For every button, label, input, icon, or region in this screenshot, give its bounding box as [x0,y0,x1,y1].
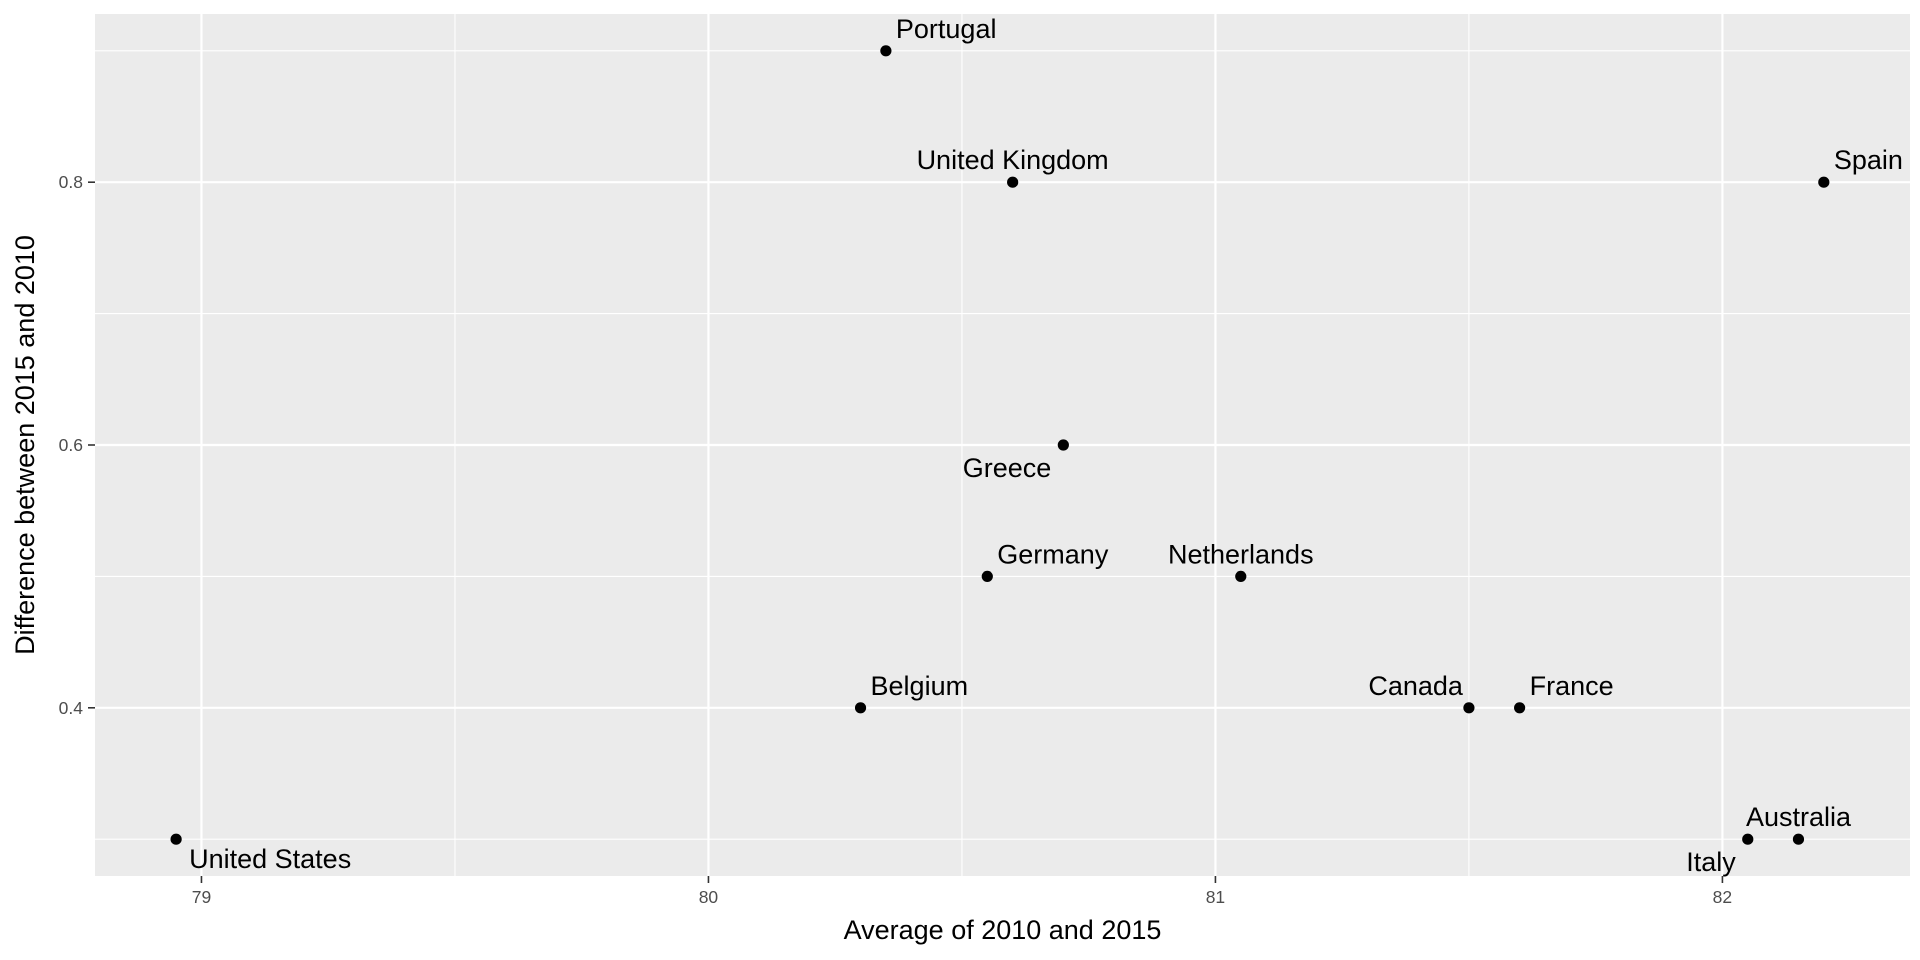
x-axis-title: Average of 2010 and 2015 [844,915,1162,945]
point-label-canada: Canada [1368,671,1464,701]
point-netherlands [1235,570,1247,583]
point-label-netherlands: Netherlands [1168,539,1314,569]
point-belgium [854,702,867,714]
point-portugal [880,45,892,57]
y-tick-label: 0.8 [59,172,83,192]
point-label-france: France [1530,671,1614,701]
point-label-italy: Italy [1686,847,1736,877]
y-tick-label: 0.4 [59,698,84,718]
y-tick-label: 0.6 [59,435,83,455]
x-axis: 79 80 81 82 [192,876,1732,907]
point-label-united-states: United States [189,844,351,874]
point-spain [1818,176,1830,188]
point-label-australia: Australia [1746,802,1852,832]
point-label-greece: Greece [963,453,1052,483]
y-axis: 0.4 0.6 0.8 [59,172,95,718]
y-axis-title: Difference between 2015 and 2010 [10,235,40,655]
x-tick-label: 80 [699,887,719,907]
point-labels: United States Belgium Portugal Germany Unite… [189,14,1903,877]
point-italy [1742,833,1754,845]
point-canada [1463,702,1475,714]
point-greece [1057,439,1069,451]
point-germany [981,570,993,583]
x-tick-label: 82 [1713,887,1732,907]
x-tick-label: 81 [1206,887,1225,907]
point-label-germany: Germany [997,539,1109,569]
point-france [1514,702,1526,714]
major-gridlines [95,14,1910,876]
x-tick-label: 79 [192,887,211,907]
point-united-states [170,833,182,845]
point-australia [1792,833,1805,845]
point-united-kingdom [1007,176,1019,188]
point-label-united-kingdom: United Kingdom [917,145,1109,175]
data-points [170,45,1830,845]
point-label-portugal: Portugal [896,14,997,44]
point-label-spain: Spain [1834,145,1903,175]
point-label-belgium: Belgium [871,671,969,701]
